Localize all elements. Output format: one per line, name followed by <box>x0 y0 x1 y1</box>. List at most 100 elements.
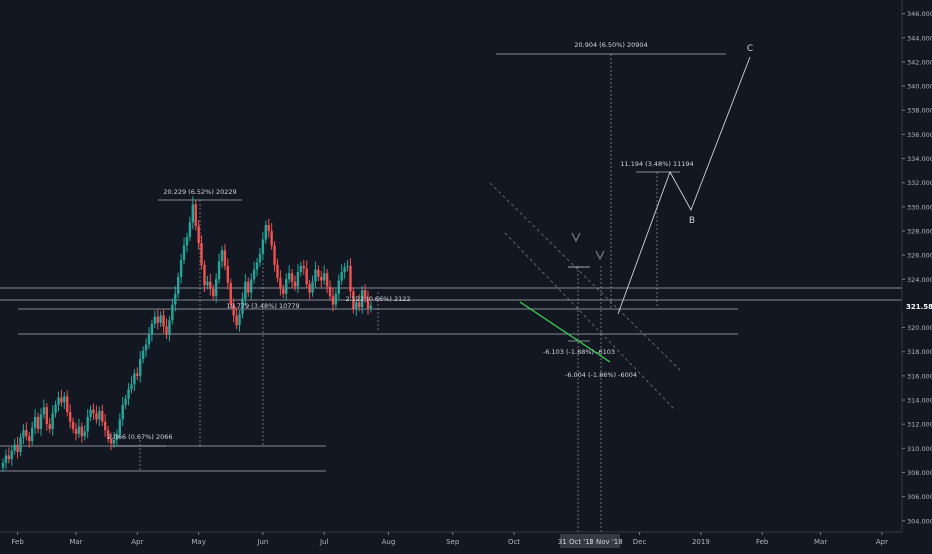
candle-body <box>217 261 221 280</box>
candle-body <box>28 436 31 442</box>
wave-label-b: B <box>689 216 695 226</box>
candle-body <box>232 304 235 316</box>
candle-body <box>171 304 174 321</box>
crosshair-time-bg-1 <box>560 534 592 548</box>
candle-body <box>360 290 364 308</box>
time-tick-label: Feb <box>756 538 769 546</box>
candle-body <box>68 412 72 422</box>
candle-body <box>185 237 189 246</box>
candle-body <box>98 410 101 420</box>
candle-body <box>95 413 98 420</box>
candle-body <box>48 424 51 429</box>
candle-body <box>328 286 332 297</box>
candle-body <box>127 389 130 399</box>
v-mark-2 <box>595 250 605 261</box>
candle-body <box>279 278 282 289</box>
channel-line-upper <box>489 182 681 371</box>
candle-body <box>247 281 250 293</box>
candle-body <box>141 350 145 359</box>
candle-body <box>136 373 139 376</box>
candle-body <box>220 250 224 262</box>
candle-body <box>276 264 279 279</box>
candle-body <box>241 298 244 315</box>
price-tick-label: 304.000 <box>907 517 932 525</box>
time-tick-label: Jul <box>319 538 329 546</box>
time-tick-label: 2019 <box>692 538 710 546</box>
price-tick-label: 334.000 <box>907 155 932 163</box>
candle-body <box>162 315 165 327</box>
time-tick-label: Feb <box>11 538 24 546</box>
candle-body <box>320 276 323 281</box>
candle-body <box>86 416 89 432</box>
candle-body <box>250 279 253 293</box>
candle-body <box>209 281 212 289</box>
candle-body <box>264 224 267 240</box>
time-tick-label: Dec <box>633 538 647 546</box>
candle-body <box>115 433 119 440</box>
price-tick-label: 328.000 <box>907 227 932 235</box>
candle-body <box>147 334 151 345</box>
candle-body <box>261 239 265 254</box>
candle-body <box>366 298 370 309</box>
candle-body <box>71 421 75 429</box>
candle-body <box>352 291 355 310</box>
candle-body <box>363 290 367 299</box>
price-tick-label: 316.000 <box>907 372 932 380</box>
candle-body <box>194 204 197 227</box>
candle-body <box>349 266 352 292</box>
last-price-badge-bg <box>902 300 932 312</box>
candle-body <box>174 293 177 305</box>
price-tick-label: 326.000 <box>907 252 932 260</box>
candle-body <box>4 455 8 463</box>
time-tick-label: Apr <box>131 538 143 546</box>
candle-body <box>39 414 43 429</box>
price-axis[interactable]: 304.000 306.000 308.000 310.000 312.000 314.0… <box>901 0 932 532</box>
candles <box>1 196 373 472</box>
candle-body <box>74 428 78 434</box>
time-tick-label: Jun <box>256 538 268 546</box>
price-tick-label: 318.000 <box>907 348 932 356</box>
candle-body <box>54 404 57 414</box>
measure-label-6004: -6.004 (-1.86%) -6004 <box>565 371 637 379</box>
price-tick-label: 336.000 <box>907 131 932 139</box>
candle-body <box>346 266 349 268</box>
time-tick-label: Mar <box>814 538 827 546</box>
price-tick-label: 312.000 <box>907 421 932 429</box>
v-mark-1 <box>571 232 581 243</box>
candle-body <box>273 245 276 265</box>
candle-body <box>144 344 148 351</box>
candle-body <box>63 396 66 403</box>
candle-body <box>267 224 270 231</box>
candle-body <box>285 279 288 294</box>
price-tick-label: 330.000 <box>907 203 932 211</box>
last-price-label: 321.588 <box>906 303 932 311</box>
candle-body <box>104 421 107 431</box>
candle-body <box>270 230 273 246</box>
candle-body <box>343 267 346 273</box>
candle-body <box>355 302 358 310</box>
candle-body <box>203 264 206 286</box>
candle-body <box>31 427 34 442</box>
horizontal-lines <box>0 53 902 472</box>
candle-body <box>331 296 335 305</box>
candle-body <box>317 269 320 277</box>
candle-body <box>177 276 180 294</box>
candle-body <box>22 430 25 438</box>
candle-body <box>325 273 329 287</box>
candle-body <box>287 273 291 280</box>
price-tick-label: 308.000 <box>907 469 932 477</box>
time-axis[interactable]: Feb Mar Apr May Jun Jul Aug Sep Oct Dec 2019 Feb Mar… <box>0 531 902 546</box>
candle-body <box>13 444 16 451</box>
candle-body <box>106 430 110 439</box>
candle-body <box>334 293 338 305</box>
candle-body <box>153 316 157 324</box>
wave-label-c: C <box>747 44 753 54</box>
candle-body <box>358 302 361 308</box>
candle-body <box>7 455 11 460</box>
candle-body <box>314 269 317 282</box>
candle-body <box>226 266 230 283</box>
candle-body <box>133 373 136 385</box>
candle-body <box>369 305 373 309</box>
